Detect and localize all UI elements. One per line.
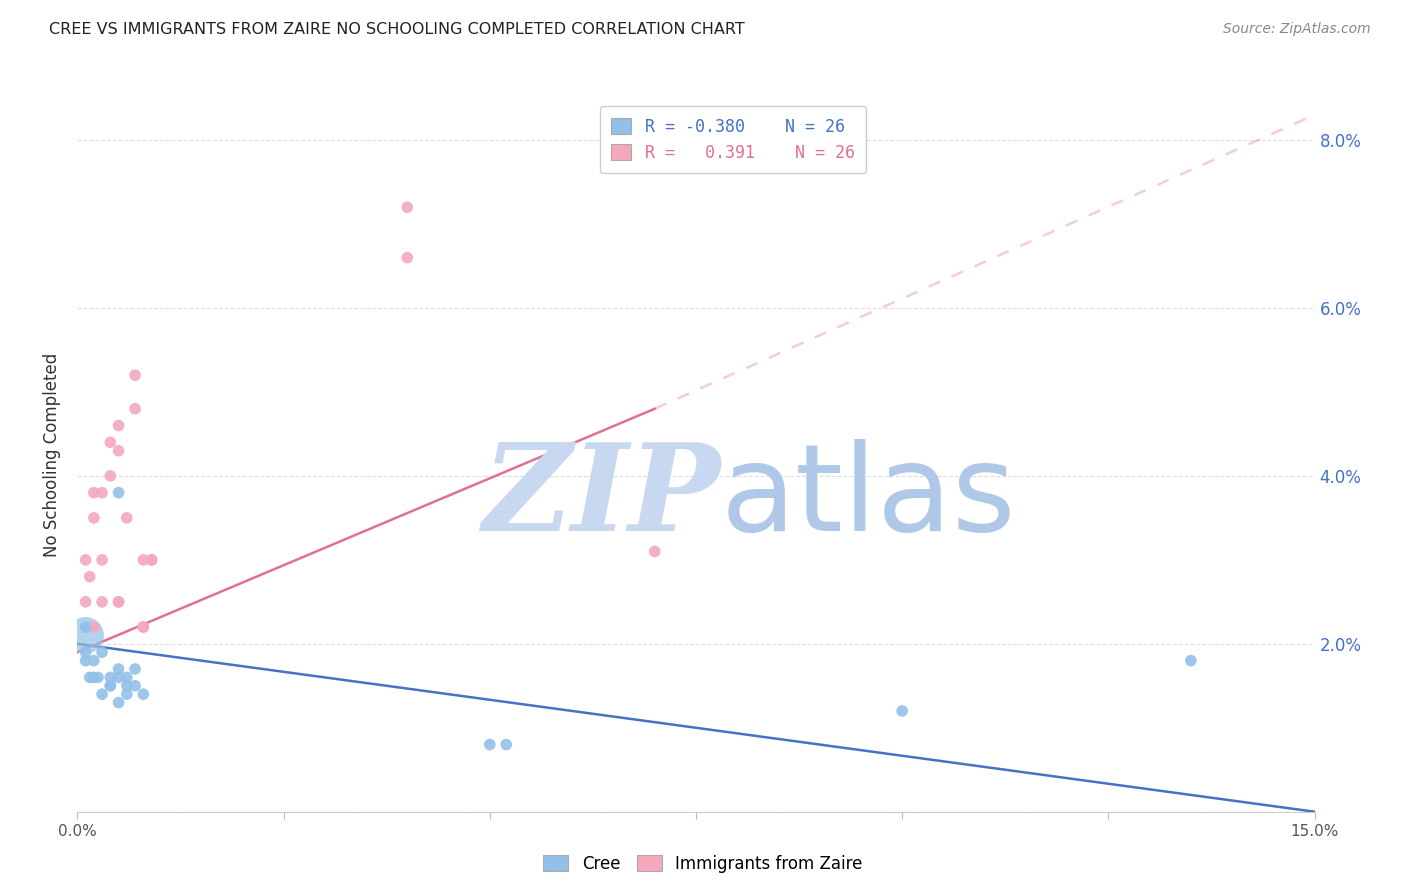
Point (115, 511, 138, 525)
Point (87, 670, 110, 684)
Point (495, 738, 517, 752)
Point (91, 687, 114, 701)
Point (75, 595, 97, 609)
Point (98, 679, 121, 693)
Point (107, 595, 129, 609)
Point (83, 654, 105, 668)
Point (98, 670, 121, 684)
Point (115, 679, 138, 693)
Point (91, 595, 114, 609)
Point (98, 469, 121, 483)
Point (91, 553, 114, 567)
Point (107, 443, 129, 458)
Point (124, 679, 146, 693)
Point (75, 645, 97, 659)
Point (107, 485, 129, 500)
Point (107, 595, 129, 609)
Y-axis label: No Schooling Completed: No Schooling Completed (44, 353, 62, 557)
Point (141, 553, 163, 567)
Text: atlas: atlas (721, 439, 1017, 557)
Point (79, 569, 101, 583)
Point (75, 553, 97, 567)
Point (83, 485, 105, 500)
Point (124, 401, 146, 416)
Point (1180, 654, 1202, 668)
Text: ZIP: ZIP (482, 439, 721, 557)
Point (91, 645, 114, 659)
Point (644, 544, 666, 558)
Point (132, 553, 155, 567)
Point (107, 670, 129, 684)
Point (115, 670, 138, 684)
Point (107, 662, 129, 676)
Point (396, 200, 419, 214)
Text: CREE VS IMMIGRANTS FROM ZAIRE NO SCHOOLING COMPLETED CORRELATION CHART: CREE VS IMMIGRANTS FROM ZAIRE NO SCHOOLI… (49, 22, 745, 37)
Point (107, 696, 129, 710)
Point (79, 670, 101, 684)
Point (141, 553, 163, 567)
Point (98, 435, 121, 450)
Legend: R = -0.380    N = 26, R =   0.391    N = 26: R = -0.380 N = 26, R = 0.391 N = 26 (600, 106, 866, 173)
Point (75, 620, 97, 634)
Point (98, 679, 121, 693)
Point (83, 670, 105, 684)
Legend: Cree, Immigrants from Zaire: Cree, Immigrants from Zaire (537, 848, 869, 880)
Point (396, 251, 419, 265)
Point (75, 628, 97, 642)
Text: Source: ZipAtlas.com: Source: ZipAtlas.com (1223, 22, 1371, 37)
Point (478, 738, 501, 752)
Point (115, 687, 138, 701)
Point (891, 704, 914, 718)
Point (124, 368, 146, 383)
Point (132, 687, 155, 701)
Point (83, 620, 105, 634)
Point (132, 620, 155, 634)
Point (91, 485, 114, 500)
Point (107, 418, 129, 433)
Point (75, 654, 97, 668)
Point (124, 662, 146, 676)
Point (132, 620, 155, 634)
Point (83, 511, 105, 525)
